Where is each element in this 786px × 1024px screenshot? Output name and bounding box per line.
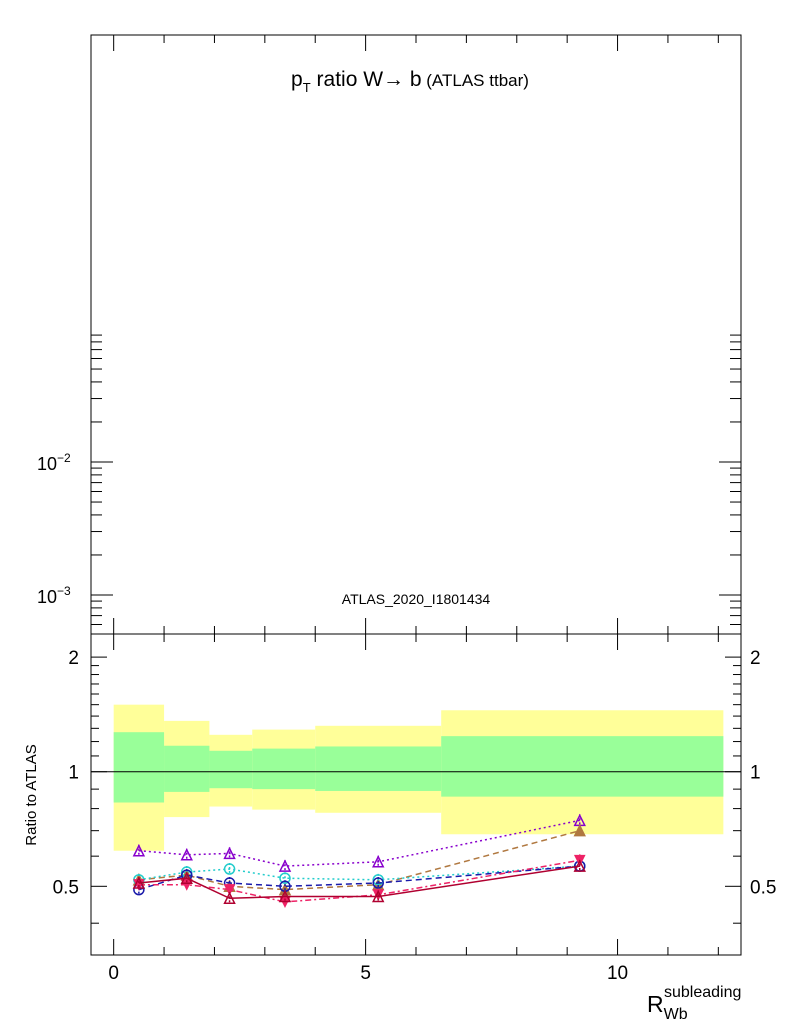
data-point (371, 855, 385, 868)
data-point (180, 879, 193, 891)
data-point (278, 859, 292, 872)
series-layer (132, 813, 586, 909)
x-axis-label-superscript: subleading (664, 984, 741, 1001)
data-point (180, 848, 193, 861)
data-point (223, 846, 236, 860)
y-tick-label-right: 2 (750, 648, 761, 669)
data-point (223, 891, 236, 905)
svg-text:10−2: 10−2 (37, 451, 71, 474)
series-line (138, 865, 580, 900)
series-5 (132, 859, 586, 905)
series-line (138, 865, 580, 881)
data-point (573, 859, 586, 872)
y-axis-label: Ratio to ATLAS (23, 744, 40, 845)
data-point (279, 880, 291, 893)
series-3 (133, 860, 586, 896)
series-line (138, 829, 580, 891)
data-point (132, 876, 146, 889)
series-line (138, 819, 580, 867)
x-tick-label: 10 (607, 963, 628, 984)
data-point (180, 871, 193, 884)
series-line (138, 859, 580, 903)
x-tick-label: 0 (108, 963, 119, 984)
data-point (372, 874, 384, 886)
y-tick-label-left: 2 (68, 648, 79, 669)
inner-band-bin (252, 748, 316, 790)
analysis-label: ATLAS_2020_I1801434 (342, 591, 491, 607)
top-panel: pT ratio W→ b (ATLAS ttbar) ATLAS_2020_I… (37, 34, 742, 635)
uncertainty-bands (113, 704, 724, 851)
inner-band-bin (315, 746, 442, 791)
data-point (372, 877, 384, 889)
data-point (223, 863, 236, 875)
y-tick-label-right: 1 (750, 763, 761, 784)
bottom-tick-labels: 0 5 10 0.5 0.5 1 1 2 2 (53, 648, 777, 984)
inner-band-bin (113, 732, 165, 803)
y-tick-label-left: 1 (68, 763, 79, 784)
inner-band-bin (164, 745, 210, 792)
y-tick-label-left: 0.5 (53, 877, 79, 898)
top-y-tick-label-1e-2: 10−2 (37, 451, 71, 474)
series-line (138, 865, 580, 891)
data-point (278, 889, 292, 903)
data-point (371, 889, 385, 903)
bottom-panel: 0 5 10 0.5 0.5 1 1 2 2 Ratio to ATLAS RWb sublea… (23, 633, 777, 1023)
data-point (573, 823, 586, 837)
inner-band-bin (441, 736, 724, 797)
inner-band-bin (209, 750, 253, 789)
top-axis-ticks (91, 35, 741, 634)
x-tick-label: 5 (360, 963, 371, 984)
plot-title: pT ratio W→ b (ATLAS ttbar) (291, 68, 529, 95)
bottom-axis-ticks (91, 634, 741, 955)
top-plot-frame (90, 34, 742, 635)
data-point (223, 884, 236, 896)
svg-text:10−3: 10−3 (37, 584, 71, 607)
y-tick-label-right: 0.5 (750, 877, 776, 898)
data-point (132, 844, 146, 857)
series-4 (133, 854, 586, 909)
x-axis-label: RWb (647, 991, 688, 1023)
top-y-tick-label-1e-3: 10−3 (37, 584, 71, 607)
series-2 (133, 860, 586, 886)
data-point (279, 872, 291, 884)
